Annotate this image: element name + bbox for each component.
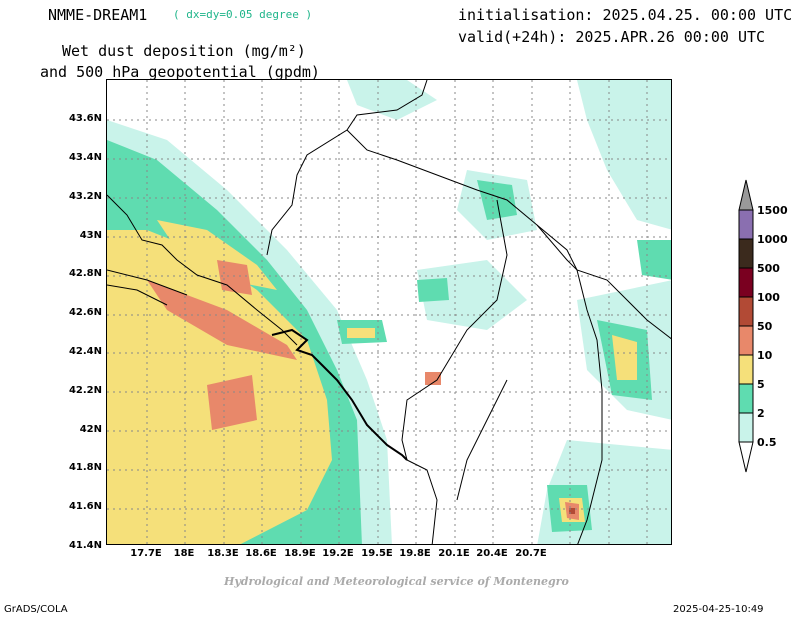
shade-10-a <box>147 280 297 360</box>
lat-label: 41.4N <box>68 540 102 551</box>
footer-credit: Hydrological and Meteorological service … <box>224 575 569 588</box>
lon-label: 19.5E <box>361 548 393 559</box>
shade-5-east <box>612 335 637 380</box>
coastline-and-borders <box>107 80 671 544</box>
lat-label: 43.4N <box>68 152 102 163</box>
lat-label: 43.2N <box>68 191 102 202</box>
colorbar-label: 10 <box>757 349 773 362</box>
lon-label: 18.6E <box>245 548 277 559</box>
lon-label: 19.8E <box>399 548 431 559</box>
colorbar-over-triangle <box>738 179 754 211</box>
lat-label: 41.6N <box>68 501 102 512</box>
border-albania <box>576 269 603 544</box>
lon-label: 18.3E <box>207 548 239 559</box>
coast-west-2 <box>107 284 168 306</box>
lat-label: 42.4N <box>68 346 102 357</box>
border-kosovo <box>536 224 671 340</box>
shade-0p5-ne <box>577 80 671 230</box>
shade-0p5-mid <box>417 260 527 330</box>
border-east <box>401 199 508 461</box>
shade-2-patch-c <box>417 278 449 302</box>
shade-5-patch <box>347 328 375 338</box>
colorbar-swatch-2 <box>738 412 754 443</box>
colorbar-label: 1000 <box>757 233 788 246</box>
model-name: NMME-DREAM1 <box>48 6 148 24</box>
colorbar-label: 100 <box>757 291 780 304</box>
software-label: GrADS/COLA <box>4 604 68 615</box>
coast-west-1 <box>107 269 188 296</box>
border-se <box>456 379 508 501</box>
shade-10-d <box>425 372 441 385</box>
colorbar-label: 1500 <box>757 204 788 217</box>
colorbar-swatch-500 <box>738 267 754 298</box>
lon-label: 17.7E <box>130 548 162 559</box>
lon-label: 20.7E <box>515 548 547 559</box>
resolution-note: ( dx=dy=0.05 degree ) <box>173 8 313 21</box>
border-south <box>406 459 438 544</box>
colorbar-swatch-5 <box>738 383 754 414</box>
colorbar-label: 0.5 <box>757 436 777 449</box>
lat-label: 41.8N <box>68 462 102 473</box>
lon-label: 18E <box>173 548 195 559</box>
border-north <box>266 80 428 256</box>
colorbar-label: 5 <box>757 378 765 391</box>
colorbar-label: 50 <box>757 320 773 333</box>
map-plot <box>106 79 672 545</box>
lat-label: 42.2N <box>68 385 102 396</box>
colorbar-swatch-100 <box>738 296 754 327</box>
field-title: Wet dust deposition (mg/m²) <box>62 42 306 60</box>
colorbar-label: 500 <box>757 262 780 275</box>
lat-label: 42.6N <box>68 307 102 318</box>
render-timestamp: 2025-04-25-10:49 <box>673 604 764 615</box>
map-canvas <box>107 80 671 544</box>
lon-label: 19.2E <box>322 548 354 559</box>
colorbar <box>738 179 754 473</box>
valid-time: valid(+24h): 2025.APR.26 00:00 UTC <box>458 28 766 46</box>
colorbar-swatch-10 <box>738 354 754 385</box>
lat-label: 42N <box>79 424 102 435</box>
colorbar-under-triangle <box>738 441 754 473</box>
colorbar-swatch-1500 <box>738 209 754 240</box>
shade-10-b <box>207 375 257 430</box>
field-subtitle: and 500 hPa geopotential (gpdm) <box>40 63 320 81</box>
colorbar-swatch-50 <box>738 325 754 356</box>
shade-10-c <box>217 260 252 295</box>
lon-label: 20.4E <box>476 548 508 559</box>
deposition-shading <box>107 80 671 544</box>
shade-0p5-north <box>347 80 437 120</box>
border-west <box>107 194 298 346</box>
lon-label: 20.1E <box>438 548 470 559</box>
shade-2-ne <box>637 240 671 280</box>
lat-label: 43N <box>79 230 102 241</box>
colorbar-label: 2 <box>757 407 765 420</box>
lat-lon-grid <box>107 80 671 544</box>
lat-label: 42.8N <box>68 268 102 279</box>
lat-label: 43.6N <box>68 113 102 124</box>
lon-label: 18.9E <box>284 548 316 559</box>
border-ne <box>346 129 578 271</box>
coastline-bay <box>271 328 408 461</box>
initialisation-time: initialisation: 2025.04.25. 00:00 UTC <box>458 6 793 24</box>
colorbar-swatch-1000 <box>738 238 754 269</box>
